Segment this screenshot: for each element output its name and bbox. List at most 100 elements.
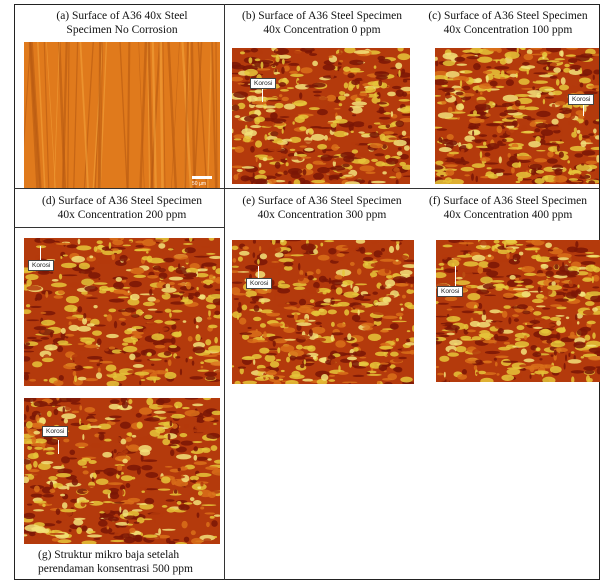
texture-mark — [25, 462, 32, 471]
texture-mark — [193, 42, 203, 188]
texture-mark — [42, 503, 46, 507]
texture-mark — [436, 268, 444, 271]
texture-mark — [561, 280, 571, 284]
texture-mark — [511, 380, 515, 382]
texture-mark — [535, 250, 538, 253]
texture-mark — [516, 148, 529, 155]
texture-mark — [566, 85, 581, 93]
texture-mark — [569, 145, 586, 152]
texture-mark — [77, 238, 81, 245]
texture-mark — [211, 468, 220, 476]
texture-mark — [168, 265, 175, 272]
texture-mark — [162, 438, 171, 446]
texture-mark — [337, 95, 346, 101]
texture-mark — [478, 261, 490, 268]
caption-panel-f: (f) Surface of A36 Steel Specimen 40x Co… — [428, 195, 588, 221]
texture-mark — [241, 128, 254, 136]
texture-mark — [296, 334, 311, 340]
texture-mark — [322, 344, 334, 352]
texture-mark — [31, 339, 43, 342]
texture-mark — [436, 171, 449, 177]
texture-mark — [155, 327, 169, 332]
texture-mark — [233, 174, 239, 181]
texture-mark — [305, 271, 314, 276]
texture-mark — [535, 169, 545, 174]
texture-mark — [531, 298, 544, 304]
texture-mark — [124, 515, 137, 520]
texture-mark — [353, 50, 370, 55]
texture-mark — [175, 356, 181, 359]
texture-mark — [499, 77, 506, 80]
texture-mark — [82, 490, 90, 493]
texture-mark — [361, 76, 371, 81]
texture-mark — [202, 409, 213, 417]
texture-mark — [401, 113, 410, 116]
texture-mark — [255, 68, 271, 71]
texture-mark — [493, 240, 500, 244]
texture-mark — [581, 163, 585, 166]
texture-mark — [448, 240, 461, 243]
texture-mark — [84, 406, 96, 413]
texture-mark — [442, 244, 453, 248]
texture-mark — [452, 80, 466, 83]
texture-mark — [530, 53, 546, 56]
texture-mark — [82, 317, 88, 325]
texture-mark — [445, 95, 452, 99]
texture-mark — [252, 240, 256, 244]
texture-mark — [531, 255, 540, 260]
texture-mark — [168, 540, 176, 544]
texture-mark — [388, 137, 398, 141]
texture-mark — [342, 352, 357, 356]
texture-mark — [309, 53, 318, 56]
texture-mark — [449, 111, 466, 114]
texture-mark — [51, 278, 59, 282]
texture-mark — [553, 349, 557, 356]
texture-mark — [70, 507, 75, 510]
texture-mark — [53, 408, 59, 416]
texture-mark — [311, 82, 326, 88]
texture-mark — [536, 305, 546, 308]
texture-mark — [320, 373, 329, 381]
texture-mark — [483, 336, 491, 341]
texture-mark — [190, 42, 196, 188]
texture-mark — [309, 299, 315, 304]
texture-mark — [478, 134, 488, 137]
texture-mark — [28, 469, 40, 473]
texture-mark — [60, 508, 77, 513]
texture-mark — [442, 254, 448, 260]
texture-mark — [400, 106, 410, 114]
texture-mark — [385, 274, 393, 279]
texture-mark — [529, 163, 543, 170]
texture-mark — [521, 291, 531, 298]
texture-mark — [74, 365, 83, 370]
texture-mark — [477, 302, 483, 310]
texture-mark — [289, 136, 302, 143]
caption-panel-c: (c) Surface of A36 Steel Specimen 40x Co… — [428, 10, 588, 36]
texture-mark — [232, 365, 235, 368]
texture-mark — [41, 362, 46, 367]
texture-mark — [339, 172, 343, 177]
texture-mark — [528, 93, 541, 98]
texture-mark — [325, 330, 333, 335]
texture-mark — [265, 108, 276, 113]
texture-mark — [520, 48, 526, 51]
texture-mark — [397, 147, 402, 151]
texture-mark — [71, 478, 79, 486]
texture-mark — [103, 314, 108, 317]
texture-mark — [233, 91, 249, 99]
texture-mark — [79, 418, 82, 425]
texture-mark — [355, 151, 367, 159]
texture-mark — [40, 460, 54, 465]
texture-mark — [270, 265, 280, 269]
texture-mark — [254, 116, 266, 123]
texture-mark — [327, 309, 337, 315]
texture-mark — [406, 338, 411, 343]
texture-mark — [242, 380, 258, 384]
texture-mark — [525, 240, 536, 243]
texture-mark — [200, 506, 205, 510]
texture-mark — [405, 276, 414, 284]
texture-mark — [126, 523, 134, 526]
texture-mark — [328, 55, 333, 58]
texture-mark — [559, 50, 564, 57]
texture-mark — [26, 336, 37, 340]
